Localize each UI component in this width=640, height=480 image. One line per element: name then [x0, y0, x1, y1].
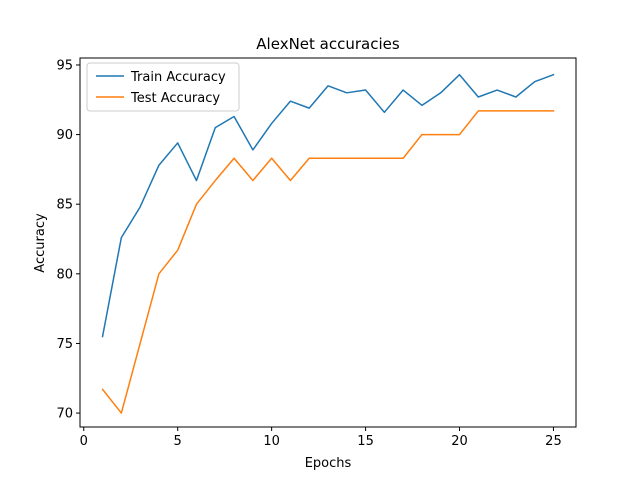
- y-tick-label: 80: [56, 267, 73, 282]
- axes-frame: [79, 57, 577, 428]
- y-axis-label: Accuracy: [33, 213, 48, 273]
- legend-label-train: Train Accuracy: [130, 70, 226, 85]
- y-tick-label: 95: [56, 58, 73, 73]
- chart-title: AlexNet accuracies: [256, 35, 400, 53]
- y-tick-label: 85: [56, 198, 73, 213]
- series-line-test: [101, 110, 555, 414]
- legend: Train Accuracy Test Accuracy: [86, 62, 240, 112]
- x-tick-label: 10: [263, 434, 280, 449]
- y-tick-label: 70: [56, 407, 73, 422]
- series-line-train: [101, 73, 555, 338]
- y-tick-label: 75: [56, 337, 73, 352]
- y-tick-label: 90: [56, 128, 73, 143]
- x-tick-label: 20: [451, 434, 468, 449]
- x-axis-label: Epochs: [305, 456, 352, 471]
- x-tick-label: 5: [174, 434, 182, 449]
- plot-area: 0 5 10 15 20 25 70 75 80 85 90 95: [56, 57, 577, 449]
- legend-box: [86, 62, 240, 112]
- x-tick-label: 0: [80, 434, 88, 449]
- legend-label-test: Test Accuracy: [130, 91, 220, 106]
- x-tick-label: 25: [545, 434, 562, 449]
- x-tick-label: 15: [357, 434, 374, 449]
